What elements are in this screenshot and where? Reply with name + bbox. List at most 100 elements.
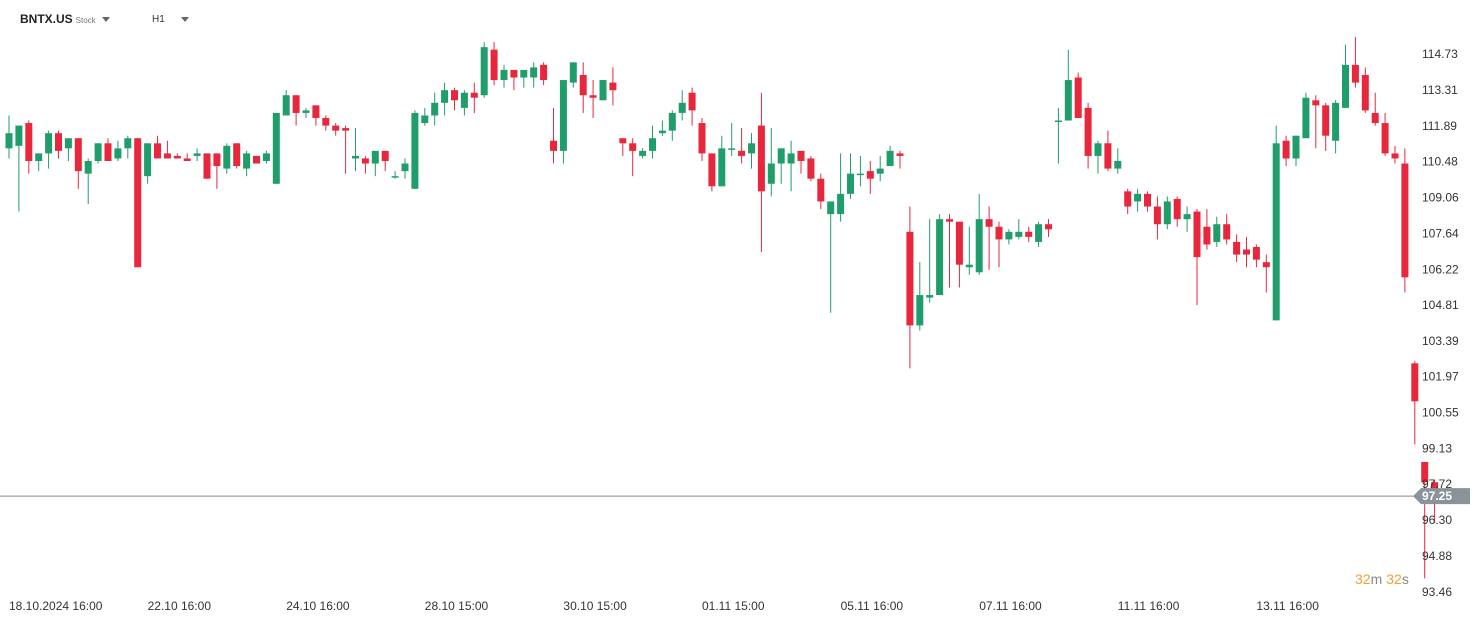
candle: [599, 80, 607, 101]
candle-body: [639, 150, 647, 156]
countdown-minutes: 32: [1355, 571, 1371, 587]
candle: [1005, 229, 1013, 245]
time-axis: 18.10.2024 16:00 22.10 16:00 24.10 16:00 28…: [9, 599, 1319, 613]
candle: [1035, 221, 1043, 247]
candle: [104, 138, 112, 161]
countdown-seconds-unit: s: [1402, 571, 1409, 587]
candle: [906, 206, 914, 369]
candle-body: [1035, 224, 1043, 242]
candle-body: [599, 80, 607, 101]
candle: [243, 150, 251, 177]
price-tick-label: 111.89: [1422, 119, 1457, 133]
candle-body: [262, 153, 270, 161]
candle: [500, 64, 508, 88]
candle-body: [381, 150, 389, 161]
price-axis: 114.73 113.31 111.89 110.48 109.06 107.64 106.…: [1422, 47, 1459, 599]
candle: [282, 90, 290, 116]
candle-body: [955, 221, 963, 265]
candle: [718, 135, 726, 187]
candle: [827, 201, 835, 313]
candle-body: [1193, 211, 1201, 258]
candle: [470, 82, 478, 113]
candle-body: [1203, 226, 1211, 245]
candle-body: [728, 148, 736, 150]
candle-body: [1381, 123, 1389, 154]
candle-body: [401, 163, 409, 172]
candle: [965, 226, 973, 275]
timeframe-selector[interactable]: H1: [152, 14, 189, 25]
candle-body: [490, 49, 498, 81]
price-tick-label: 109.06: [1422, 190, 1459, 204]
candle-body: [1401, 163, 1409, 278]
candle-body: [1351, 64, 1359, 83]
candle-body: [223, 145, 231, 169]
candle-body: [1054, 120, 1062, 123]
candle: [1292, 135, 1300, 167]
candle: [1332, 100, 1340, 154]
timeframe-label: H1: [152, 14, 165, 25]
candle-body: [25, 123, 33, 161]
candle: [312, 105, 320, 126]
candle-body: [332, 125, 340, 131]
candle-body: [1045, 224, 1052, 230]
candle-body: [1421, 461, 1429, 483]
price-tick-label: 93.46: [1422, 585, 1452, 599]
candle: [361, 155, 369, 174]
candle: [173, 153, 181, 159]
chevron-down-icon: [180, 16, 189, 22]
candle-body: [411, 112, 419, 189]
candle: [262, 150, 270, 164]
candle: [1084, 102, 1092, 169]
candle: [381, 150, 389, 172]
price-tick-label: 107.64: [1422, 226, 1459, 240]
candle-body: [777, 148, 785, 164]
candles-layer: [5, 37, 1439, 579]
candle-body: [1183, 214, 1191, 220]
time-tick-label: 13.11 16:00: [1256, 599, 1319, 613]
candle: [74, 138, 82, 189]
candle: [25, 120, 33, 174]
candle: [193, 148, 201, 161]
time-tick-label: 11.11 16:00: [1118, 599, 1180, 613]
candle: [1064, 49, 1072, 121]
symbol-selector[interactable]: BNTX.US Stock: [20, 12, 110, 26]
candle-body: [698, 123, 706, 154]
candle: [1144, 191, 1151, 212]
candle: [1173, 196, 1181, 227]
candle: [253, 155, 260, 164]
price-tick-label: 110.48: [1422, 154, 1458, 168]
candle-body: [292, 95, 300, 113]
candle: [203, 153, 211, 179]
time-tick-label: 18.10.2024 16:00: [9, 599, 103, 613]
candle: [1371, 92, 1379, 126]
candle: [1282, 135, 1290, 167]
candle: [1302, 92, 1310, 139]
time-tick-label: 07.11 16:00: [979, 599, 1042, 613]
candle-body: [104, 143, 112, 161]
candle-body: [371, 150, 379, 164]
current-price-tag: 97.25: [1413, 488, 1470, 505]
candle-body: [312, 105, 320, 118]
candle: [490, 42, 498, 86]
candle-countdown: 32m 32s: [1355, 571, 1409, 587]
candle: [837, 153, 845, 222]
candle-body: [1163, 201, 1171, 225]
candle-body: [718, 148, 726, 187]
time-tick-label: 28.10 15:00: [425, 599, 489, 613]
candle: [64, 138, 72, 161]
candle-body: [15, 125, 23, 146]
candle: [292, 95, 300, 126]
candle-body: [807, 158, 815, 179]
candle: [649, 125, 656, 159]
candle: [233, 143, 241, 169]
candle: [213, 153, 221, 189]
candle-body: [352, 155, 359, 159]
candle-body: [55, 133, 62, 151]
candle-body: [154, 143, 161, 159]
candle-body: [1134, 193, 1142, 202]
candle-body: [649, 138, 656, 151]
price-tick-label: 103.39: [1422, 334, 1459, 348]
candle-body: [1104, 143, 1112, 169]
candle: [569, 62, 577, 88]
